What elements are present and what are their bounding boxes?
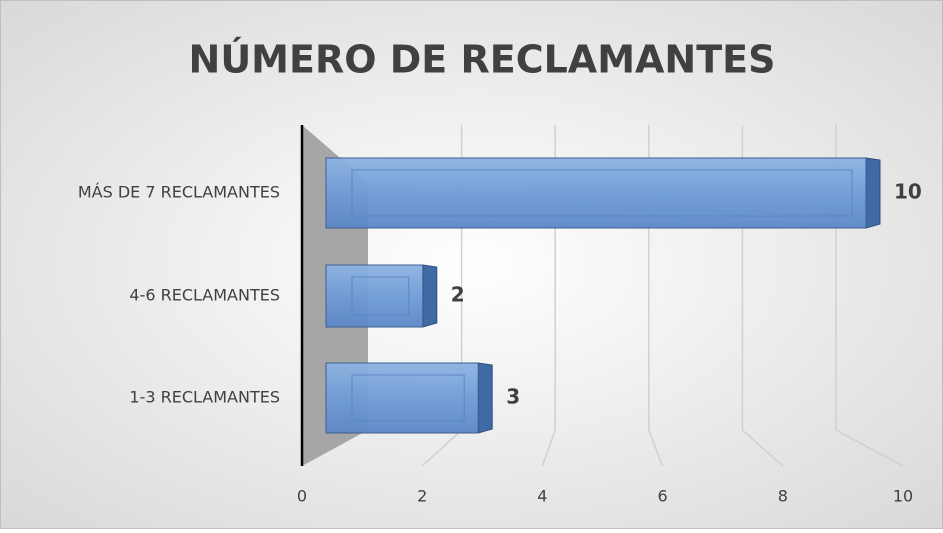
bar-inner — [351, 276, 410, 316]
bar-side — [865, 157, 881, 229]
bar-side — [422, 264, 438, 328]
data-label: 2 — [451, 283, 465, 307]
x-tick-label: 0 — [297, 487, 307, 506]
x-tick-label: 10 — [893, 487, 913, 506]
bar-face — [325, 264, 424, 328]
bar-inner — [351, 374, 465, 422]
chart-title: NÚMERO DE RECLAMANTES — [189, 38, 776, 82]
x-tick-label: 4 — [537, 487, 547, 506]
y-tick-label: 1-3 RECLAMANTES — [129, 388, 280, 407]
bar — [325, 264, 438, 328]
y-tick-label: MÁS DE 7 RECLAMANTES — [78, 183, 280, 202]
bar-side — [477, 362, 493, 434]
bar-face — [325, 362, 479, 434]
x-tick-label: 8 — [778, 487, 788, 506]
bar-face — [325, 157, 867, 229]
x-tick-label: 2 — [417, 487, 427, 506]
x-tick-label: 6 — [658, 487, 668, 506]
bar-inner — [351, 169, 853, 217]
bar — [325, 362, 493, 434]
data-label: 3 — [506, 385, 520, 409]
y-tick-label: 4-6 RECLAMANTES — [129, 286, 280, 305]
bar — [325, 157, 881, 229]
data-label: 10 — [894, 180, 922, 204]
